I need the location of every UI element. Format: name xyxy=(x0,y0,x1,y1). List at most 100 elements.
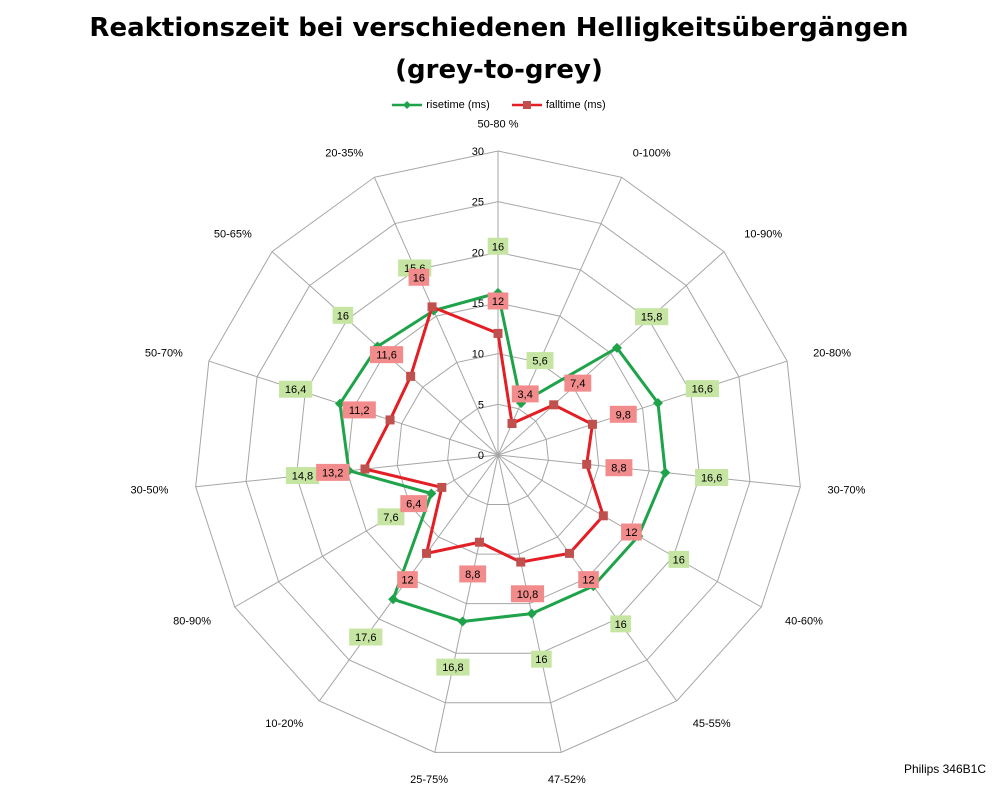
data-label: 12 xyxy=(625,527,637,539)
data-label-bg xyxy=(487,292,509,310)
data-label-bg xyxy=(695,468,729,486)
grid-ring-5 xyxy=(447,403,549,506)
tick-label: 25 xyxy=(472,197,484,209)
falltime-point xyxy=(406,371,416,381)
legend-item-risetime: risetime (ms) xyxy=(392,99,490,111)
data-label: 8,8 xyxy=(465,569,480,581)
category-label: 80-90% xyxy=(173,616,211,628)
category-label: 50-70% xyxy=(145,348,183,360)
data-label: 16 xyxy=(492,241,504,253)
category-label: 30-70% xyxy=(828,485,866,497)
falltime-point xyxy=(582,459,592,469)
data-label-bg xyxy=(685,380,719,398)
data-label-bg xyxy=(610,615,631,633)
falltime-point xyxy=(437,482,447,492)
data-label-bg xyxy=(531,650,552,668)
category-label: 40-60% xyxy=(785,616,823,628)
falltime-point xyxy=(516,557,526,567)
spoke-line xyxy=(497,454,801,488)
data-label-bg xyxy=(605,459,633,477)
data-label: 10,8 xyxy=(517,589,538,601)
falltime-point xyxy=(385,415,395,425)
risetime-point xyxy=(388,594,399,605)
legend-label-risetime: risetime (ms) xyxy=(426,99,490,111)
data-label: 7,6 xyxy=(383,512,398,524)
data-label: 12 xyxy=(401,575,413,587)
data-label-bg xyxy=(668,550,690,568)
data-label: 15,8 xyxy=(641,312,662,324)
spoke-line xyxy=(497,360,788,456)
risetime-point xyxy=(652,398,663,409)
source-label: Philips 346B1C xyxy=(903,762,986,776)
risetime-point xyxy=(334,398,345,409)
data-label-bg xyxy=(377,508,405,526)
chart-title: Reaktionszeit bei verschiedenen Helligke… xyxy=(89,13,909,43)
legend-label-falltime: falltime (ms) xyxy=(545,99,606,111)
data-label-bg xyxy=(279,380,313,398)
category-label: 10-20% xyxy=(265,718,303,730)
risetime-point xyxy=(611,342,622,353)
data-label-bg xyxy=(316,463,350,481)
data-label-bg xyxy=(332,306,354,324)
category-label: 45-55% xyxy=(693,718,731,730)
falltime-point xyxy=(507,419,517,429)
series-line-risetime xyxy=(338,291,667,624)
grid-ring-20 xyxy=(295,251,701,654)
data-label-bg xyxy=(526,352,554,370)
grid-ring-25 xyxy=(245,201,751,704)
data-label: 16 xyxy=(337,310,349,322)
spoke-line xyxy=(373,177,499,456)
data-label: 12 xyxy=(582,575,594,587)
spoke-line xyxy=(497,177,623,456)
data-label: 3,4 xyxy=(518,389,533,401)
data-label-bg xyxy=(408,268,430,286)
data-label-bg xyxy=(564,374,592,392)
tick-label: 0 xyxy=(478,450,484,462)
spoke-line xyxy=(497,454,562,753)
data-label-bg xyxy=(578,571,599,589)
data-label-bg xyxy=(436,658,470,676)
data-label: 16,8 xyxy=(442,662,463,674)
data-label: 16 xyxy=(535,654,547,666)
risetime-point xyxy=(426,488,437,499)
data-label: 11,2 xyxy=(349,405,370,417)
data-label: 9,8 xyxy=(616,409,631,421)
data-label-bg xyxy=(397,571,418,589)
data-label: 16 xyxy=(413,272,425,284)
tick-label: 15 xyxy=(472,298,484,310)
legend-marker-risetime xyxy=(392,101,423,109)
category-label: 30-50% xyxy=(131,485,169,497)
falltime-point xyxy=(587,419,597,429)
data-label: 7,4 xyxy=(570,378,585,390)
falltime-point xyxy=(598,511,608,521)
data-label: 8,8 xyxy=(611,463,626,475)
data-label: 16 xyxy=(615,619,627,631)
falltime-point xyxy=(564,548,574,558)
data-label: 11,6 xyxy=(376,350,397,362)
data-label: 6,4 xyxy=(406,499,421,511)
grid-ring-30 xyxy=(195,150,801,753)
data-label: 16,4 xyxy=(285,384,306,396)
falltime-point xyxy=(493,328,503,338)
data-label: 16,6 xyxy=(692,384,713,396)
data-label-bg xyxy=(511,385,539,403)
falltime-point xyxy=(474,537,484,547)
legend: risetime (ms) falltime (ms) xyxy=(0,99,998,111)
legend-marker-falltime xyxy=(511,101,542,109)
risetime-point xyxy=(660,467,671,478)
falltime-point xyxy=(427,302,437,312)
category-label: 10-90% xyxy=(744,228,782,240)
category-label: 20-80% xyxy=(813,348,851,360)
spoke-line xyxy=(434,454,499,753)
data-label-bg xyxy=(342,401,376,419)
data-label-bg xyxy=(510,585,545,603)
data-label: 13,2 xyxy=(322,467,343,479)
category-label: 25-75% xyxy=(410,774,448,786)
tick-label: 20 xyxy=(472,247,484,259)
falltime-point xyxy=(422,548,432,558)
data-label-bg xyxy=(349,628,383,646)
tick-label: 30 xyxy=(472,146,484,158)
category-label: 50-65% xyxy=(214,228,252,240)
risetime-point xyxy=(457,616,468,627)
tick-label: 10 xyxy=(472,349,484,361)
